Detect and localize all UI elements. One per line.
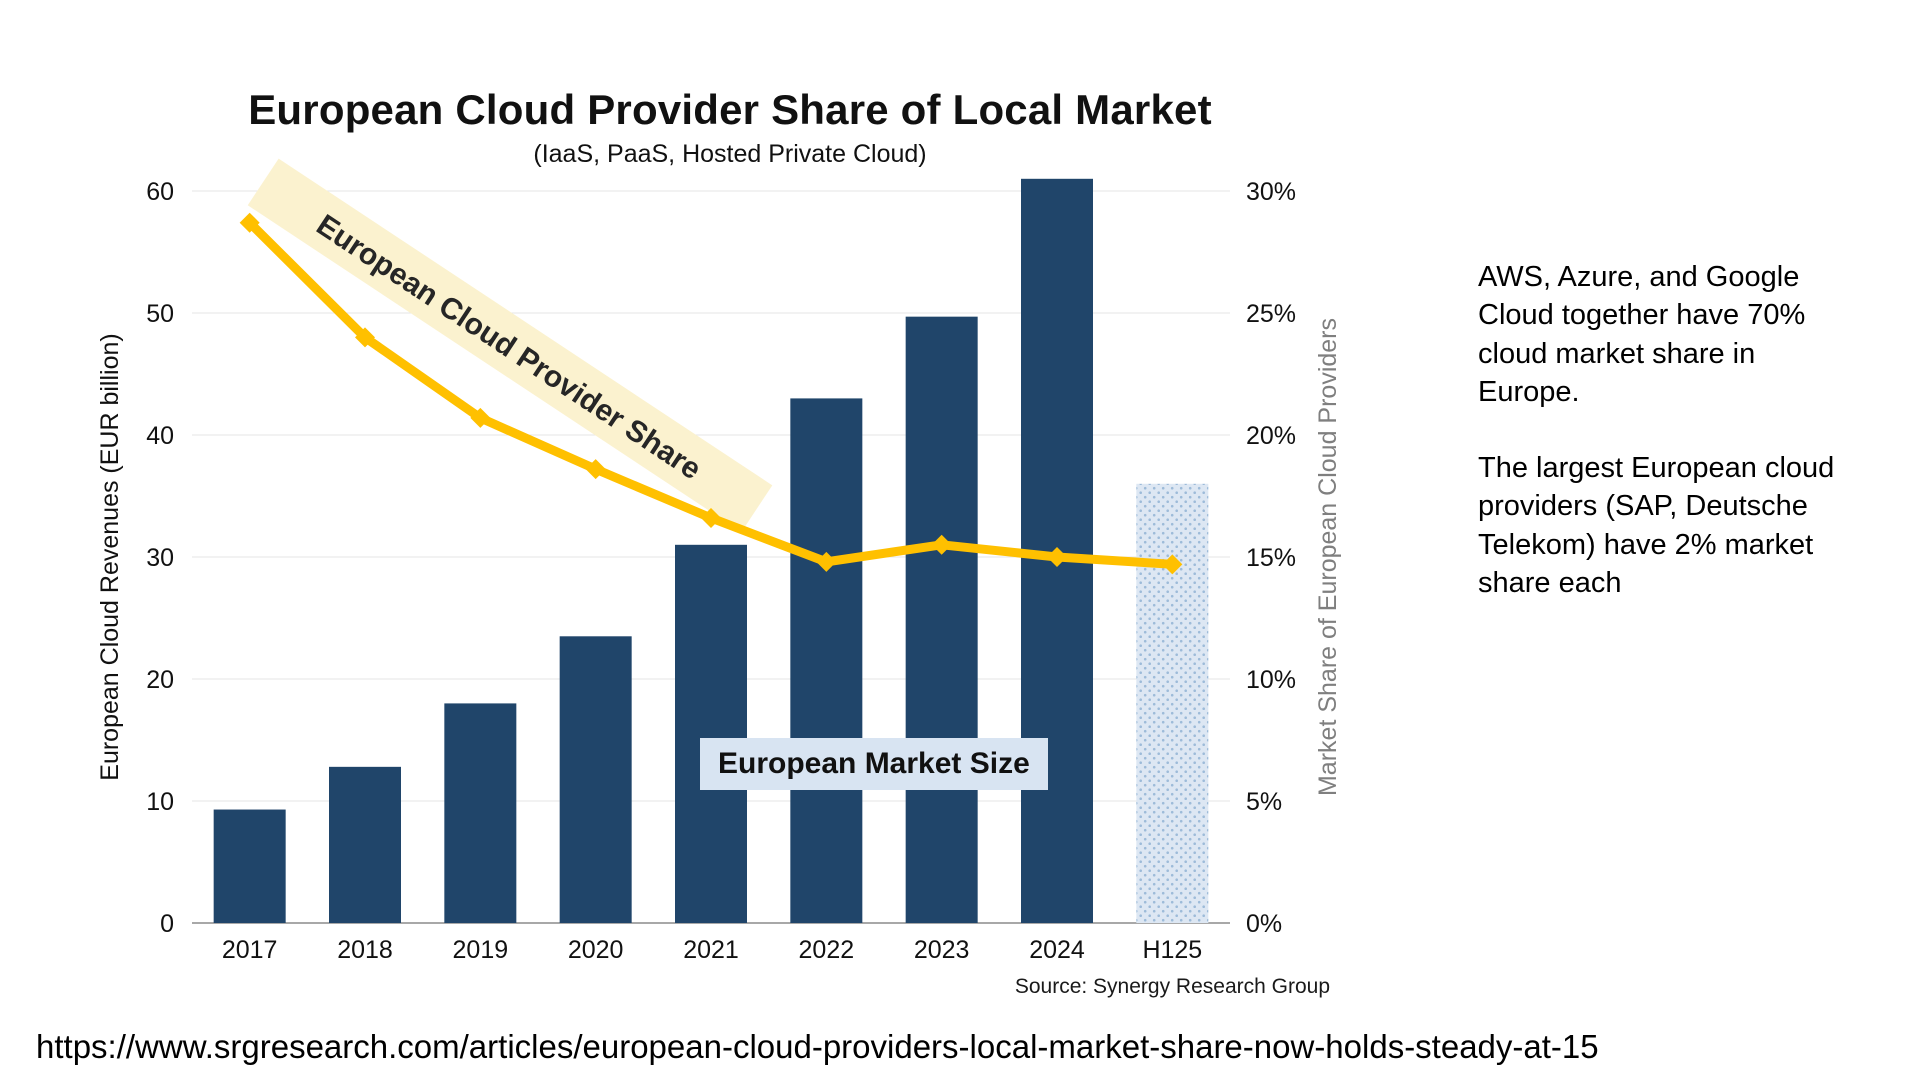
y-right-tick-label: 10% xyxy=(1246,666,1296,694)
annotation-paragraph-1: AWS, Azure, and Google Cloud together ha… xyxy=(1478,261,1806,408)
chart-plot: 2017 2018 2019 2020 2021 2022 2023 2024 H125 0 10 2… xyxy=(96,158,1342,964)
x-tick-label-2018: 2018 xyxy=(337,936,393,964)
y-left-tick-label: 60 xyxy=(146,178,174,206)
line-marker-2018 xyxy=(355,327,375,348)
x-tick-label-2020: 2020 xyxy=(568,936,624,964)
bar-2017 xyxy=(213,809,286,923)
bar-series-label: European Market Size xyxy=(700,738,1048,790)
line-marker-2019 xyxy=(470,407,491,428)
source-note: Source: Synergy Research Group xyxy=(1014,975,1330,998)
svg-text:European Cloud Provider Share: European Cloud Provider Share xyxy=(310,208,706,486)
y-left-tick-label: 20 xyxy=(146,666,174,694)
bar-2020 xyxy=(559,636,632,923)
y-right-tick-label: 25% xyxy=(1246,300,1296,328)
bar-2021 xyxy=(675,544,747,923)
x-tick-label-2024: 2024 xyxy=(1029,936,1085,964)
annotation-block: AWS, Azure, and Google Cloud together ha… xyxy=(1478,258,1858,602)
y-left-axis-label: European Cloud Revenues (EUR billion) xyxy=(96,333,124,780)
x-tick-label-2022: 2022 xyxy=(799,936,855,964)
line-marker-2022 xyxy=(816,551,837,572)
bar-2023 xyxy=(905,316,978,923)
x-tick-label-2023: 2023 xyxy=(914,936,970,964)
y-right-axis-label: Market Share of European Cloud Providers xyxy=(1314,318,1342,796)
y-left-tick-label: 30 xyxy=(146,544,174,572)
bar-H125 xyxy=(1136,483,1209,923)
y-right-tick-label: 0% xyxy=(1246,910,1282,938)
line-series-label: European Cloud Provider Share xyxy=(247,158,773,533)
y-right-tick-label: 5% xyxy=(1246,788,1282,816)
x-tick-label-2017: 2017 xyxy=(222,936,278,964)
y-left-tick-label: 0 xyxy=(160,910,174,938)
annotation-paragraph-2: The largest European cloud providers (SA… xyxy=(1478,452,1835,599)
bar-2019 xyxy=(444,703,517,923)
bar-2018 xyxy=(329,766,401,923)
line-marker-2023 xyxy=(931,534,952,555)
line-marker-2024 xyxy=(1047,547,1067,567)
x-tick-label-2021: 2021 xyxy=(683,936,739,964)
bar-2022 xyxy=(790,398,863,923)
chart-subtitle: (IaaS, PaaS, Hosted Private Cloud) xyxy=(533,140,927,168)
line-marker-2020 xyxy=(585,459,606,480)
line-marker-2021 xyxy=(701,507,721,528)
y-right-tick-label: 15% xyxy=(1246,544,1296,572)
y-left-tick-label: 50 xyxy=(146,300,174,328)
x-tick-label-H125: H125 xyxy=(1142,936,1202,964)
line-marker-2017 xyxy=(239,212,260,233)
url-caption: https://www.srgresearch.com/articles/eur… xyxy=(36,1028,1599,1065)
line-marker-H125 xyxy=(1162,554,1183,575)
x-tick-label-2019: 2019 xyxy=(453,936,509,964)
y-right-tick-label: 20% xyxy=(1246,422,1296,450)
chart-title: European Cloud Provider Share of Local M… xyxy=(248,86,1212,133)
y-left-tick-label: 10 xyxy=(146,788,174,816)
y-left-tick-label: 40 xyxy=(146,422,174,450)
y-right-tick-label: 30% xyxy=(1246,178,1296,206)
